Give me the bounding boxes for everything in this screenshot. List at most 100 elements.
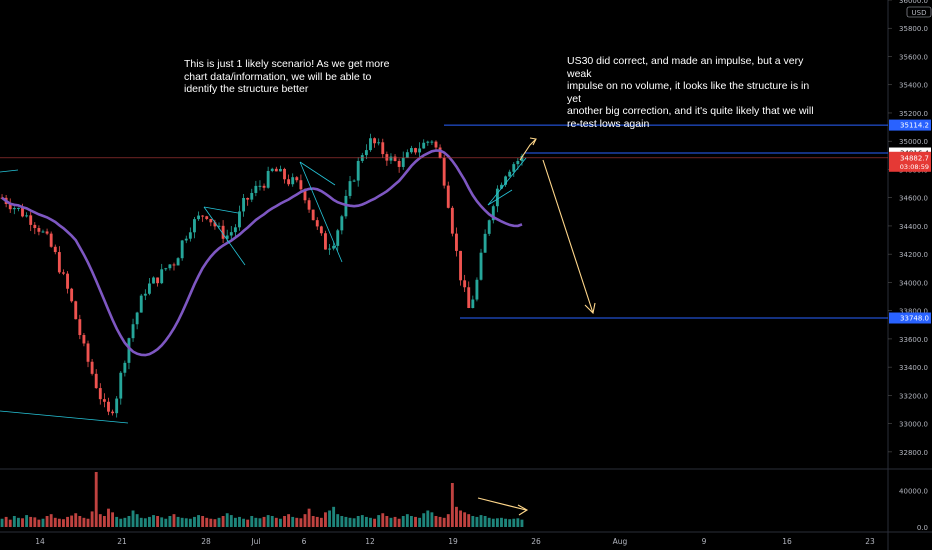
volume-bar <box>160 517 164 527</box>
volume-bar <box>209 518 213 527</box>
volume-bar <box>115 516 119 527</box>
y-tick-label: 33400.0 <box>899 364 928 372</box>
candle-body <box>209 218 213 223</box>
candle-body <box>242 197 246 212</box>
volume-bar <box>53 517 57 527</box>
candle-body <box>475 279 479 300</box>
x-tick-label: 28 <box>201 537 211 546</box>
candle-body <box>438 147 442 159</box>
volume-bar <box>348 517 352 527</box>
volume-bar <box>459 510 462 527</box>
volume-bar <box>193 516 196 527</box>
candle-body <box>467 287 471 308</box>
x-tick-label: 26 <box>531 537 541 546</box>
volume-bar <box>389 517 393 527</box>
time-axis[interactable]: 14 21 28 Jul 6 12 19 26 Aug 9 16 23 <box>35 537 875 546</box>
candle-body <box>57 252 61 273</box>
volume-bar <box>49 514 53 527</box>
currency-label: USD <box>912 9 927 17</box>
volume-bar <box>246 519 250 527</box>
candle-body <box>250 192 254 200</box>
volume-bar <box>508 519 512 527</box>
volume-bar <box>491 518 495 527</box>
candle-body <box>66 273 69 289</box>
x-tick-label: 14 <box>35 537 45 546</box>
volume-bar <box>201 516 205 527</box>
volume-bar <box>291 516 295 527</box>
y-tick-label: 35800.0 <box>899 25 928 33</box>
projection-up-arrow <box>519 138 537 161</box>
moving-average-line <box>1 149 523 357</box>
candle-body <box>332 245 336 249</box>
candle-body <box>86 343 90 362</box>
volume-bar <box>283 516 286 527</box>
volume-bar <box>266 515 270 527</box>
volume-bar <box>258 518 262 527</box>
arrowhead <box>529 137 537 146</box>
volume-bar <box>328 510 331 527</box>
volume-bar <box>45 516 49 527</box>
candle-body <box>336 230 340 246</box>
volume-bar <box>422 513 426 527</box>
candle-body <box>426 141 430 143</box>
candle-body <box>504 176 508 185</box>
candle-body <box>319 226 323 234</box>
volume-bar <box>131 510 135 527</box>
drawings <box>0 124 888 516</box>
candle-body <box>430 141 434 143</box>
volume-bar <box>250 516 254 527</box>
volume-bar <box>475 516 479 527</box>
candle-body <box>193 219 196 233</box>
volume-bar <box>299 518 303 527</box>
volume-bar <box>307 508 311 527</box>
annotation-right: US30 did correct, and made an impulse, b… <box>567 55 814 130</box>
volume-bar <box>139 517 143 527</box>
candle-body <box>90 361 94 374</box>
candle-body <box>397 160 401 167</box>
candle-body <box>123 362 127 373</box>
candle-body <box>274 168 278 172</box>
volume-bar <box>287 514 291 527</box>
volume-bar <box>33 517 37 527</box>
candle-body <box>446 185 450 208</box>
candle-body <box>160 269 164 284</box>
volume-bar <box>455 506 458 527</box>
volume-bar <box>221 516 225 527</box>
candle-body <box>62 272 65 274</box>
volume-bar <box>319 517 323 527</box>
volume-bar <box>217 517 221 527</box>
y-tick-label: 33200.0 <box>899 392 928 400</box>
pattern-trendline <box>0 410 129 424</box>
price-level-badge <box>889 119 931 131</box>
candle-body <box>180 240 184 259</box>
volume-bar <box>254 517 258 527</box>
volume-bar <box>225 513 229 527</box>
volume-bar <box>516 518 520 527</box>
candle-body <box>197 215 200 220</box>
y-tick-label: 35600.0 <box>899 53 928 61</box>
annotation-left: This is just 1 likely scenario! As we ge… <box>184 58 390 95</box>
candle-body <box>74 301 78 320</box>
candle-body <box>12 208 16 210</box>
wedge-upper-line <box>299 161 336 186</box>
volume-bar <box>147 516 151 527</box>
volume-bar <box>74 513 78 527</box>
candle-body <box>307 200 311 210</box>
candle-body <box>287 179 291 185</box>
candle-body <box>98 388 102 400</box>
y-tick-label: 34000.0 <box>899 279 928 287</box>
candle-body <box>131 324 135 339</box>
candle-body <box>483 233 487 253</box>
volume-bar <box>434 516 438 527</box>
price-level-label: 33748.0 <box>900 315 929 323</box>
candle-body <box>41 231 45 233</box>
y-tick-label: 32800.0 <box>899 449 928 457</box>
volume-bar <box>426 510 430 527</box>
volume-bar <box>295 517 299 527</box>
projection-down-arrow <box>542 159 594 314</box>
price-axis[interactable]: 36000.0 35800.0 35600.0 35400.0 35200.0 35000… <box>888 0 928 457</box>
candle-body <box>201 215 205 217</box>
candle-body <box>221 225 225 239</box>
